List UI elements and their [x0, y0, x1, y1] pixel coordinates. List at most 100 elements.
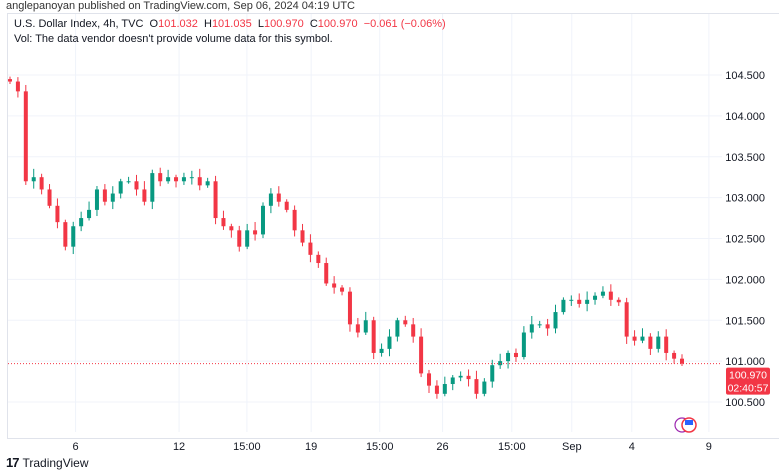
change-value: −0.061 (−0.06%) — [363, 18, 446, 30]
candle-body — [442, 384, 447, 394]
candle-body — [340, 287, 345, 292]
candle-body — [332, 283, 337, 288]
candle-body — [450, 377, 455, 385]
candles — [8, 76, 722, 433]
tradingview-logo-icon: 17 — [6, 455, 20, 470]
candle-body — [110, 193, 115, 202]
candle-body — [624, 302, 629, 337]
candle-body — [608, 291, 613, 300]
candle-body — [23, 91, 28, 182]
candle-body — [379, 348, 384, 353]
candle-body — [87, 209, 92, 219]
candle-body — [55, 205, 60, 223]
bar-countdown: 02:40:57 — [728, 383, 769, 395]
candle-body — [506, 352, 511, 362]
close-value: 100.970 — [317, 18, 358, 30]
brand-name: TradingView — [22, 455, 89, 470]
candle-body — [181, 177, 186, 182]
low-label: L — [257, 18, 264, 30]
candle-body — [672, 352, 677, 359]
chart-frame — [7, 13, 779, 439]
candle-body — [79, 218, 84, 227]
candle-body — [513, 352, 518, 358]
low-value: 100.970 — [263, 18, 304, 30]
high-value: 101.035 — [211, 18, 252, 30]
price-axis: 104.500 104.000 103.500 103.000 102.500 102.0… — [725, 70, 770, 409]
price-tick-label: 102.000 — [725, 274, 765, 286]
candle-body — [577, 299, 582, 304]
candle-body — [47, 189, 52, 206]
candle-body — [237, 230, 242, 247]
candle-body — [308, 242, 313, 255]
price-tick-label: 104.000 — [725, 111, 765, 123]
price-tick-label: 104.500 — [725, 70, 765, 82]
candle-body — [648, 336, 653, 349]
candle-body — [593, 295, 598, 300]
price-tick-label: 101.500 — [725, 315, 765, 327]
time-tick-label: 15:00 — [233, 441, 261, 453]
price-tick-label: 100.500 — [725, 397, 765, 409]
time-tick-label: 15:00 — [366, 441, 394, 453]
candle-body — [680, 358, 684, 364]
candle-body — [158, 173, 163, 182]
candle-body — [213, 181, 218, 219]
last-price-value: 100.970 — [729, 370, 767, 382]
volume-note: Vol: The data vendor doesn't provide vol… — [14, 33, 333, 45]
time-tick-label: 12 — [173, 441, 185, 453]
candle-body — [316, 254, 321, 264]
candle-body — [229, 226, 234, 231]
candle-body — [260, 205, 265, 235]
candle-body — [245, 230, 250, 247]
time-tick-label: 19 — [305, 441, 317, 453]
symbol-title: U.S. Dollar Index, 4h, TVC — [14, 18, 144, 30]
candle-body — [276, 193, 281, 202]
candle-body — [142, 189, 147, 202]
candle-body — [458, 375, 463, 378]
candle-body — [466, 375, 471, 380]
candle-body — [411, 324, 416, 337]
candle-body — [150, 173, 155, 202]
candle-body — [529, 324, 534, 333]
open-value: 101.032 — [158, 18, 198, 30]
candle-body — [126, 181, 131, 183]
high-label: H — [203, 18, 212, 30]
candle-body — [355, 324, 360, 333]
price-tick-label: 103.000 — [725, 193, 765, 205]
candle-body — [174, 177, 179, 182]
time-axis: 6 12 15:00 19 15:00 26 15:00 Sep 4 9 — [72, 441, 711, 453]
footer-brand[interactable]: 17 TradingView — [6, 455, 89, 470]
candle-body — [15, 81, 20, 92]
candle-body — [118, 181, 123, 194]
publisher-line: anglepanoyan published on TradingView.co… — [6, 0, 355, 12]
candle-body — [94, 189, 99, 210]
candle-body — [656, 336, 661, 349]
candle-body — [640, 336, 645, 341]
price-tick-label: 101.000 — [725, 356, 765, 368]
candle-body — [395, 320, 400, 337]
close-label: C — [309, 18, 318, 30]
candle-body — [363, 320, 368, 333]
candle-body — [166, 177, 171, 182]
candle-body — [347, 291, 352, 325]
time-tick-label: 6 — [72, 441, 78, 453]
candle-body — [490, 365, 495, 382]
candle-body — [616, 299, 621, 303]
price-tick-label: 102.500 — [725, 234, 765, 246]
time-tick-label: Sep — [562, 441, 582, 453]
time-tick-label: 9 — [706, 441, 712, 453]
candle-body — [324, 263, 329, 284]
price-tick-label: 103.500 — [725, 152, 765, 164]
flag-canton-icon — [685, 420, 693, 425]
candle-body — [221, 218, 226, 227]
candle-body — [39, 177, 44, 190]
candle-body — [545, 324, 550, 329]
candle-body — [371, 320, 376, 353]
candle-body — [569, 299, 574, 301]
candle-body — [434, 385, 439, 394]
candle-body — [197, 177, 202, 186]
candle-body — [268, 193, 273, 206]
candle-body — [300, 230, 305, 243]
candle-body — [474, 379, 479, 394]
candle-body — [134, 181, 139, 190]
